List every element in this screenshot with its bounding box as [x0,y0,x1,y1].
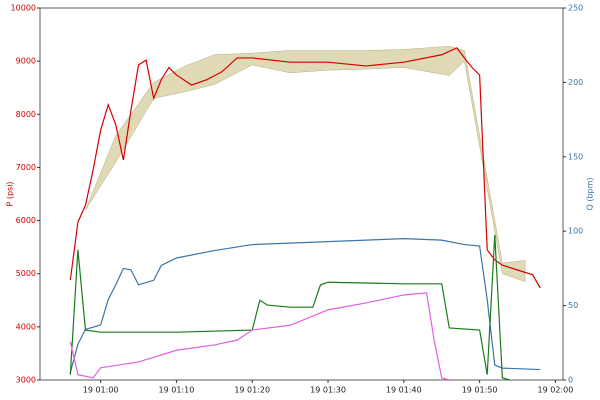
y-tick-label: 6000 [16,216,36,225]
series-line [69,47,541,289]
y-tick-label: 7000 [16,163,36,172]
y-tick-label: 4000 [16,322,36,331]
y-tick-label: 8000 [16,110,36,119]
x-tick-label: 19 01:10 [159,386,195,395]
y-tick-label: 3000 [16,376,36,385]
x-tick-label: 19 02:00 [538,386,574,395]
x-tick-label: 19 01:40 [386,386,422,395]
y-tick-label: 10000 [11,4,36,13]
y2-tick-label: 250 [568,4,583,13]
x-tick-label: 19 01:20 [234,386,270,395]
y2-tick-label: 0 [568,376,573,385]
series-line [69,234,511,381]
y-tick-label: 9000 [16,57,36,66]
y-tick-label: 5000 [16,269,36,278]
x-tick-label: 19 01:50 [462,386,498,395]
series-line [69,238,541,373]
y2-tick-label: 50 [568,301,578,310]
x-tick-label: 19 01:00 [83,386,119,395]
series-line [69,292,450,381]
y2-tick-label: 200 [568,78,583,87]
x-tick-label: 19 01:30 [310,386,346,395]
plot-frame [39,7,564,381]
y2-tick-label: 100 [568,227,583,236]
y2-tick-label: 150 [568,152,583,161]
y2-axis-label: Q (bpm) [586,177,595,210]
range-band [85,46,526,283]
y-axis-label: P (psi) [6,181,15,206]
